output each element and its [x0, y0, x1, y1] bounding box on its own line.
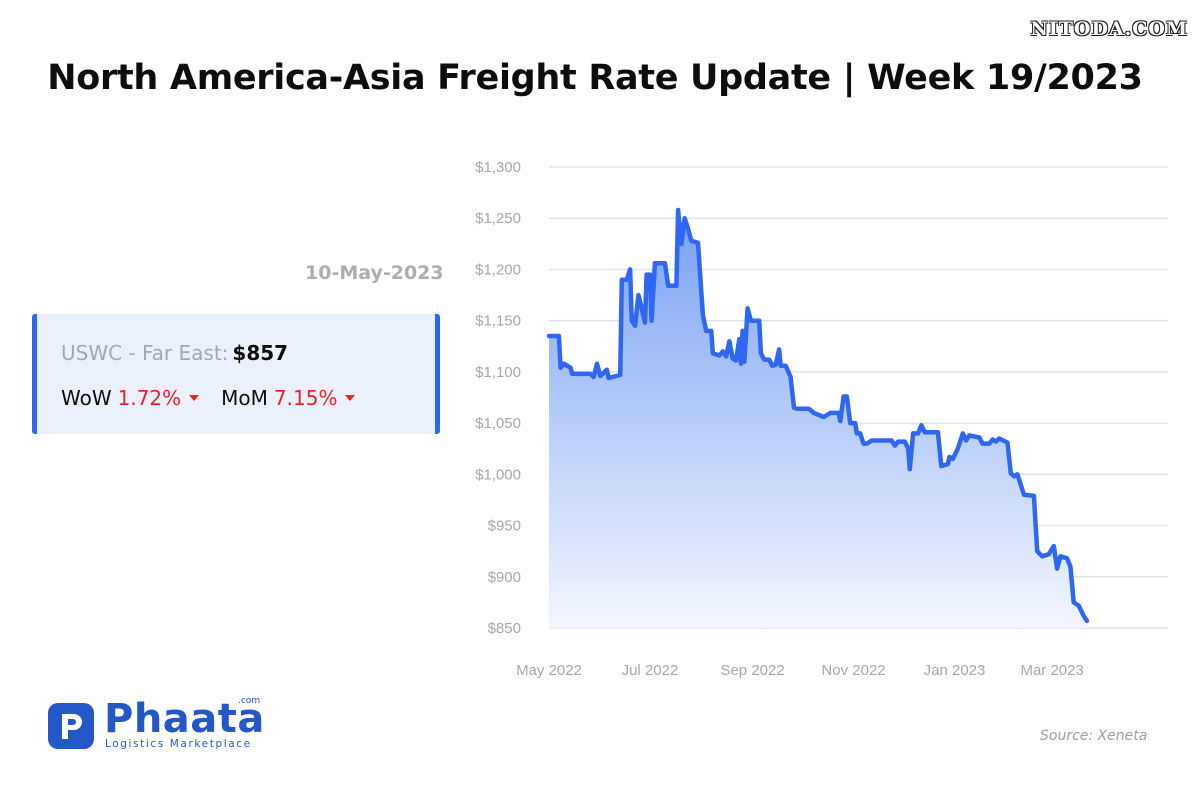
change-line: WoW 1.72% MoM 7.15% [61, 386, 356, 410]
wow-label: WoW [61, 386, 112, 410]
x-tick-label: Jul 2022 [622, 662, 679, 679]
series-area [549, 210, 1087, 628]
y-tick-label: $1,000 [475, 466, 521, 483]
x-tick-label: Mar 2023 [1020, 662, 1083, 679]
y-tick-label: $1,200 [475, 261, 521, 278]
y-axis: $1,300 $1,250 $1,200 $1,150 $1,100 $1,050 $1,0… [475, 159, 521, 637]
rate-line: USWC - Far East: $857 [61, 341, 288, 365]
x-tick-label: Nov 2022 [821, 662, 885, 679]
date-label: 10-May-2023 [305, 262, 444, 284]
x-tick-label: Jan 2023 [924, 662, 986, 679]
watermark: NITODA.COM [1030, 18, 1188, 40]
x-tick-label: Sep 2022 [720, 662, 784, 679]
logo-com: .com [238, 696, 261, 706]
logo-name: Phaata [104, 696, 265, 742]
phaata-logo: Phaata .com Logistics Marketplace [48, 696, 288, 756]
y-tick-label: $1,050 [475, 415, 521, 432]
caret-down-icon [345, 394, 356, 401]
caret-down-icon [189, 394, 200, 401]
logo-p-icon [48, 703, 94, 749]
y-tick-label: $900 [488, 569, 521, 586]
y-tick-label: $850 [488, 620, 521, 637]
rate-card: USWC - Far East: $857 WoW 1.72% MoM 7.15% [32, 314, 440, 434]
mom-value: 7.15% [273, 386, 338, 410]
price-value: $857 [232, 341, 289, 365]
route-label: USWC - Far East: [61, 341, 229, 365]
series-line [546, 207, 1090, 624]
y-tick-label: $950 [488, 518, 521, 535]
y-tick-label: $1,150 [475, 313, 521, 330]
y-tick-label: $1,250 [475, 210, 521, 227]
x-tick-label: May 2022 [516, 662, 582, 679]
y-tick-label: $1,300 [475, 159, 521, 176]
mom-label: MoM [221, 386, 268, 410]
logo-tagline: Logistics Marketplace [105, 738, 252, 750]
x-axis: May 2022 Jul 2022 Sep 2022 Nov 2022 Jan 2023… [516, 662, 1084, 679]
page-title: North America-Asia Freight Rate Update |… [47, 58, 1143, 98]
wow-value: 1.72% [117, 386, 182, 410]
source-note: Source: Xeneta [1040, 728, 1148, 744]
y-tick-label: $1,100 [475, 364, 521, 381]
